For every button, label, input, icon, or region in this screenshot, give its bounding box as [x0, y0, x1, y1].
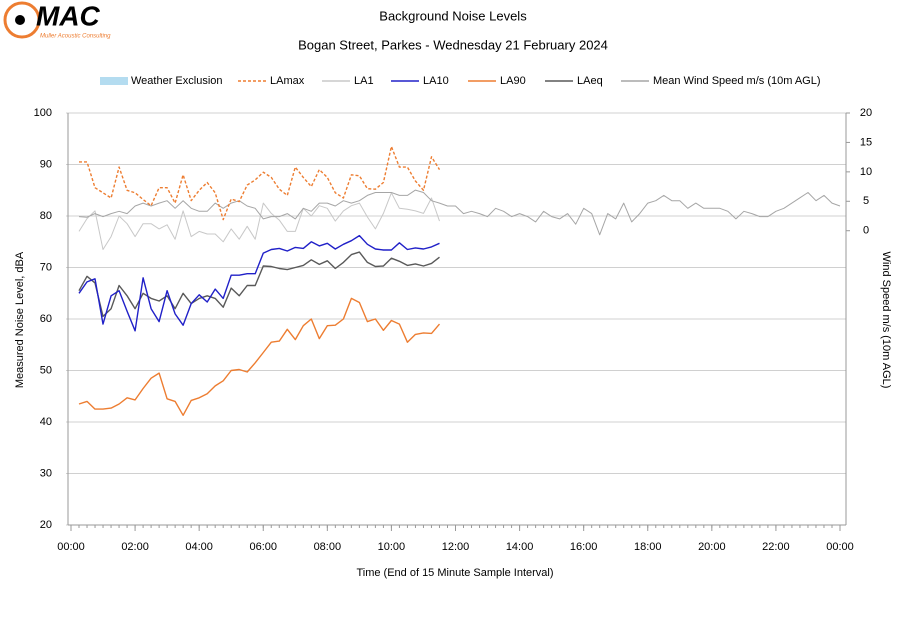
y2-tick-label: 15 [860, 136, 872, 148]
logo-ring [3, 1, 41, 39]
legend-label: Mean Wind Speed m/s (10m AGL) [653, 75, 821, 87]
y-axis-label: Measured Noise Level, dBA [14, 251, 26, 388]
y-tick-label: 80 [40, 210, 52, 222]
chart-title: Background Noise Levels [379, 8, 527, 23]
y-tick-label: 50 [40, 364, 52, 376]
y2-tick-label: 20 [860, 107, 872, 119]
x-axis-label: Time (End of 15 Minute Sample Interval) [356, 567, 553, 579]
x-tick-label: 22:00 [762, 541, 790, 553]
y-tick-label: 60 [40, 313, 52, 325]
y-tick-label: 70 [40, 261, 52, 273]
legend-label: LA1 [354, 75, 374, 87]
legend-label: LA90 [500, 75, 526, 87]
legend-label: Weather Exclusion [131, 75, 223, 87]
series-line [78, 234, 440, 332]
y-tick-label: 100 [34, 107, 52, 119]
y-tick-label: 90 [40, 158, 52, 170]
x-tick-label: 20:00 [698, 541, 726, 553]
legend-swatch [100, 77, 128, 85]
logo-tagline: Muller Acoustic Consulting [40, 34, 111, 40]
x-tick-label: 16:00 [570, 541, 598, 553]
legend-label: LA10 [423, 75, 449, 87]
x-tick-label: 04:00 [185, 541, 213, 553]
x-tick-label: 02:00 [121, 541, 149, 553]
x-tick-label: 10:00 [378, 541, 406, 553]
x-tick-label: 08:00 [314, 541, 342, 553]
logo-text: MAC [36, 0, 101, 31]
legend-label: LAmax [270, 75, 305, 87]
series-line [78, 192, 440, 250]
y-tick-label: 40 [40, 416, 52, 428]
y2-tick-label: 10 [860, 166, 872, 178]
logo-dot [15, 15, 25, 25]
y-tick-label: 30 [40, 467, 52, 479]
y-tick-label: 20 [40, 519, 52, 531]
chart-subtitle: Bogan Street, Parkes - Wednesday 21 Febr… [298, 37, 608, 52]
x-tick-label: 14:00 [506, 541, 534, 553]
series-line [78, 297, 441, 416]
y2-tick-label: 5 [863, 195, 869, 207]
x-tick-label: 18:00 [634, 541, 662, 553]
logo: MAC Muller Acoustic Consulting [3, 0, 111, 40]
x-tick-label: 00:00 [57, 541, 85, 553]
y2-tick-label: 0 [863, 225, 869, 237]
x-tick-label: 12:00 [442, 541, 470, 553]
x-tick-label: 06:00 [249, 541, 277, 553]
series-line [79, 145, 441, 221]
series-line [78, 189, 841, 236]
y2-axis-label: Wind Speed m/s (10m AGL) [880, 252, 892, 389]
legend-label: LAeq [577, 75, 603, 87]
x-tick-label: 00:00 [826, 541, 854, 553]
